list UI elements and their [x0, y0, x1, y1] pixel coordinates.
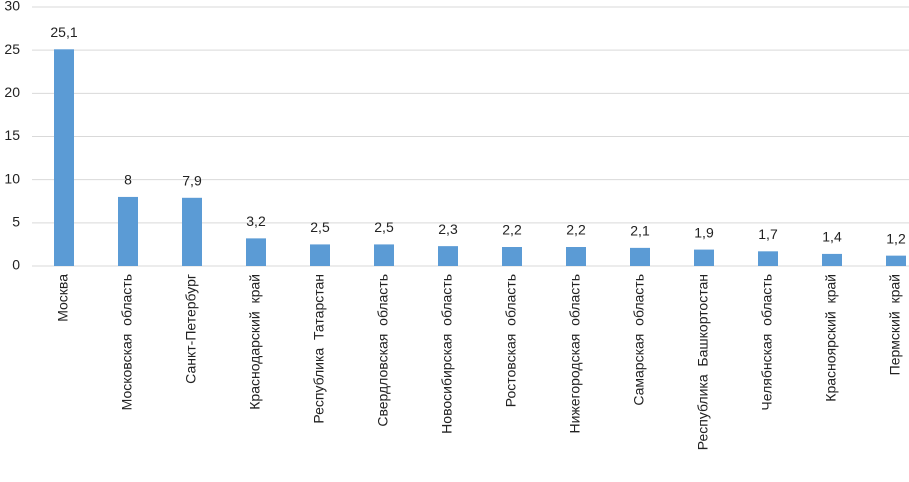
value-label: 25,1: [50, 24, 77, 40]
value-label: 1,2: [886, 230, 906, 246]
y-tick-label: 20: [4, 84, 20, 100]
value-label: 2,1: [630, 223, 650, 239]
x-tick-label: Челябнская область: [759, 274, 775, 411]
x-tick-label: Краснодарский край: [247, 274, 263, 410]
value-label: 8: [124, 172, 132, 188]
value-label: 2,5: [374, 219, 394, 235]
y-tick-label: 30: [4, 0, 20, 14]
x-tick-label: Нижегородская область: [567, 274, 583, 434]
y-tick-label: 15: [4, 127, 20, 143]
value-label: 2,5: [310, 219, 330, 235]
value-label: 1,9: [694, 224, 714, 240]
value-label: 1,7: [758, 226, 778, 242]
x-tick-label: Самарская область: [631, 274, 647, 406]
x-tick-label: Москва: [55, 274, 71, 322]
x-tick-label: Республика Башкортостан: [695, 274, 711, 450]
value-label: 2,3: [438, 221, 458, 237]
x-tick-label: Санкт-Петербург: [183, 274, 199, 384]
y-tick-label: 0: [12, 257, 20, 273]
bar: [374, 244, 394, 266]
x-tick-label: Красноярский край: [823, 274, 839, 402]
x-tick-label: Республика Татарстан: [311, 274, 327, 424]
bar: [118, 196, 138, 266]
bar: [822, 253, 842, 266]
value-label: 3,2: [246, 213, 266, 229]
x-tick-label: Ростовская область: [503, 274, 519, 407]
bar: [310, 244, 330, 266]
value-label: 1,4: [822, 229, 842, 245]
value-label: 2,2: [502, 222, 522, 238]
x-tick-label: Пермский край: [887, 274, 903, 375]
bar: [502, 247, 522, 266]
bar: [886, 255, 906, 266]
bar: [758, 251, 778, 266]
x-tick-label: Новосибирская область: [439, 274, 455, 434]
bar: [246, 238, 266, 266]
y-tick-label: 25: [4, 41, 20, 57]
y-tick-label: 10: [4, 170, 20, 186]
value-label: 2,2: [566, 222, 586, 238]
value-label: 7,9: [182, 172, 202, 188]
y-tick-label: 5: [12, 214, 20, 230]
x-tick-label: Свердловская область: [375, 274, 391, 427]
bar: [566, 247, 586, 266]
bar: [694, 249, 714, 266]
x-tick-label: Московская область: [119, 274, 135, 410]
bar: [438, 246, 458, 266]
bar: [54, 49, 74, 267]
bar: [630, 247, 650, 266]
bar: [182, 197, 202, 266]
